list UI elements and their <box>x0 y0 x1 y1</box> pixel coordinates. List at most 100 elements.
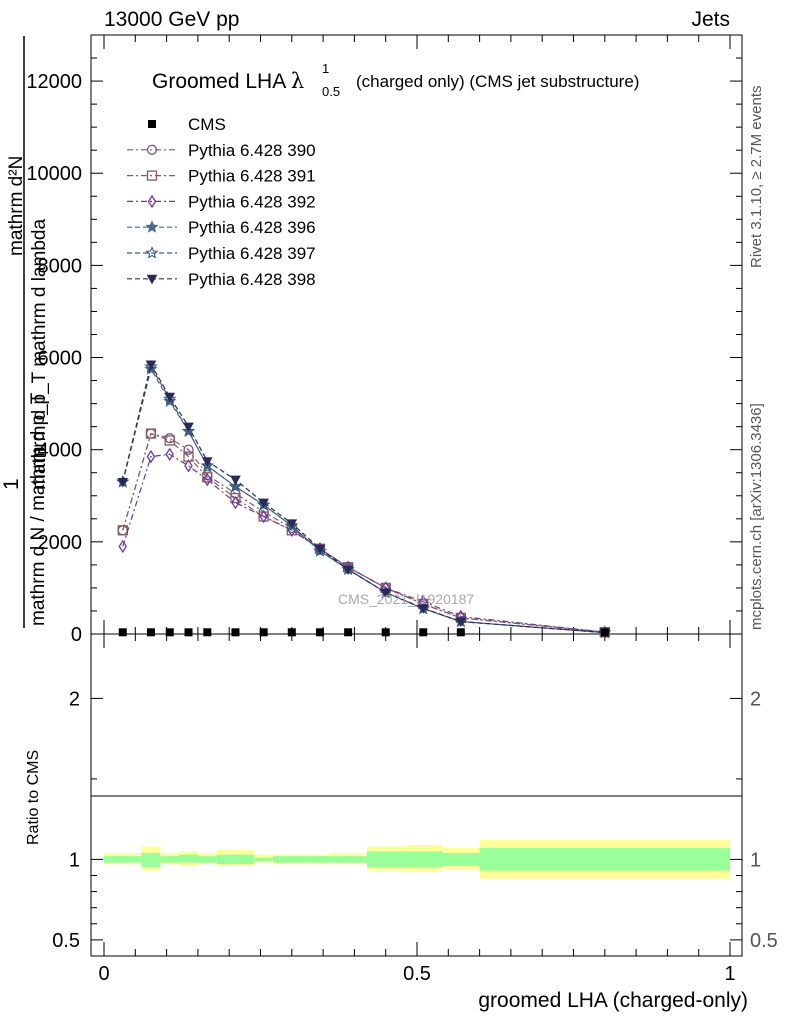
cms-point <box>600 628 609 637</box>
series-point <box>417 604 429 614</box>
series-3 <box>118 447 610 639</box>
ratio-band-green <box>197 856 217 863</box>
series-6 <box>117 360 611 639</box>
series-line <box>122 362 605 634</box>
ratio-y-tick-label-right: 1 <box>750 849 761 871</box>
cms-points <box>118 628 609 637</box>
series-point <box>117 477 129 488</box>
series-point <box>184 459 193 473</box>
legend-marker <box>145 246 159 259</box>
ratio-band-green <box>216 854 255 865</box>
y-axis-title-one: 1 <box>0 478 23 490</box>
chart-title-rest: (charged only) (CMS jet substructure) <box>356 72 639 91</box>
series-point <box>164 433 175 444</box>
ratio-band-green <box>442 852 480 866</box>
ratio-y-tick-label-right: 2 <box>750 688 761 710</box>
legend-marker <box>146 274 158 285</box>
series-point <box>380 588 392 599</box>
series-point <box>228 479 243 493</box>
cms-point <box>259 628 268 637</box>
series-point <box>455 617 467 628</box>
y-axis-title-numer: mathrm d²N <box>6 156 27 256</box>
series-point <box>201 457 213 467</box>
y-axis-title-numer2: mathrm d p_T mathrm d lambda <box>29 219 50 490</box>
series-point <box>164 435 175 446</box>
ratio-y-tick-label: 0.5 <box>52 930 80 952</box>
cms-point <box>146 628 155 637</box>
legend-marker-cms <box>148 120 156 128</box>
legend-marker <box>147 194 157 209</box>
cms-point <box>287 628 296 637</box>
legend-label: Pythia 6.428 398 <box>188 270 316 289</box>
legend-label: Pythia 6.428 392 <box>188 192 316 211</box>
cms-point <box>419 628 428 637</box>
series-point <box>183 422 194 433</box>
chart-title-sup: 1 <box>322 61 329 76</box>
series-point <box>181 424 196 437</box>
y-tick-label: 2000 <box>38 532 83 554</box>
ratio-band-green <box>141 852 161 868</box>
legend-marker <box>146 144 158 155</box>
chart-title-sub: 0.5 <box>322 84 340 99</box>
series-point <box>230 492 241 504</box>
cms-point <box>456 628 465 637</box>
legend-label: Pythia 6.428 397 <box>188 244 316 263</box>
series-point <box>118 539 128 554</box>
series-line <box>122 365 605 634</box>
ratio-band-green <box>366 851 405 868</box>
cms-point <box>118 628 127 637</box>
ratio-frame <box>90 633 743 957</box>
series-point <box>145 428 157 439</box>
ratio-y-title: Ratio to CMS <box>25 750 42 845</box>
cms-point <box>344 628 353 637</box>
cms-point <box>231 628 240 637</box>
series-point <box>230 475 241 486</box>
ratio-band-green <box>273 856 311 863</box>
cms-point <box>184 628 193 637</box>
cms-point <box>381 628 390 637</box>
legend-label: Pythia 6.428 390 <box>188 141 316 160</box>
ratio-band-green <box>104 856 142 863</box>
series-line <box>122 453 605 633</box>
axes: 0 2000 4000 6000 8000 10000 12000 0 0.5 1 0.5 0.5 1 1… <box>26 35 778 985</box>
cms-point <box>315 628 324 637</box>
legend-marker <box>146 170 158 181</box>
legend-label: Pythia 6.428 396 <box>188 218 316 237</box>
ratio-y-tick-label: 1 <box>69 849 80 871</box>
header-left: 13000 GeV pp <box>104 8 240 31</box>
cms-point <box>203 628 212 637</box>
series-line <box>122 432 605 633</box>
series-point <box>342 565 354 576</box>
series-point <box>146 449 156 464</box>
legend-label: Pythia 6.428 391 <box>188 167 316 186</box>
series-point <box>258 498 269 509</box>
chart-title: Groomed LHA λ <box>152 69 304 93</box>
ratio-bands <box>104 840 730 879</box>
y-axis-title-denom: mathrm d N / mathrm d p_T <box>28 392 49 626</box>
series-point <box>259 509 268 524</box>
ratio-y-tick-label-right: 0.5 <box>750 930 778 952</box>
x-tick-label: 0 <box>98 963 109 985</box>
header-right: Jets <box>691 8 730 31</box>
series-point <box>203 472 212 487</box>
ratio-band-green <box>310 856 330 863</box>
y-tick-label: 12000 <box>26 71 82 93</box>
y-tick-label: 10000 <box>26 163 82 185</box>
legend-label-cms: CMS <box>188 115 226 134</box>
x-tick-label: 1 <box>724 963 735 985</box>
series-point <box>202 472 213 483</box>
series-point <box>145 360 157 370</box>
x-axis-title: groomed LHA (charged-only) <box>478 989 748 1012</box>
series-point <box>231 495 240 510</box>
watermark: CMS_2021_I1920187 <box>338 591 474 607</box>
series-point <box>165 447 175 462</box>
legend-marker <box>145 220 159 233</box>
y-tick-label: 6000 <box>38 348 83 370</box>
ratio-y-tick-label: 2 <box>69 688 80 710</box>
series-point <box>183 444 194 455</box>
ratio-band-green <box>479 848 730 871</box>
legend: CMS Pythia 6.428 390 Pythia 6.428 391 Pythi… <box>127 115 316 289</box>
ratio-band-green <box>329 856 367 863</box>
ratio-band-green <box>160 856 180 863</box>
